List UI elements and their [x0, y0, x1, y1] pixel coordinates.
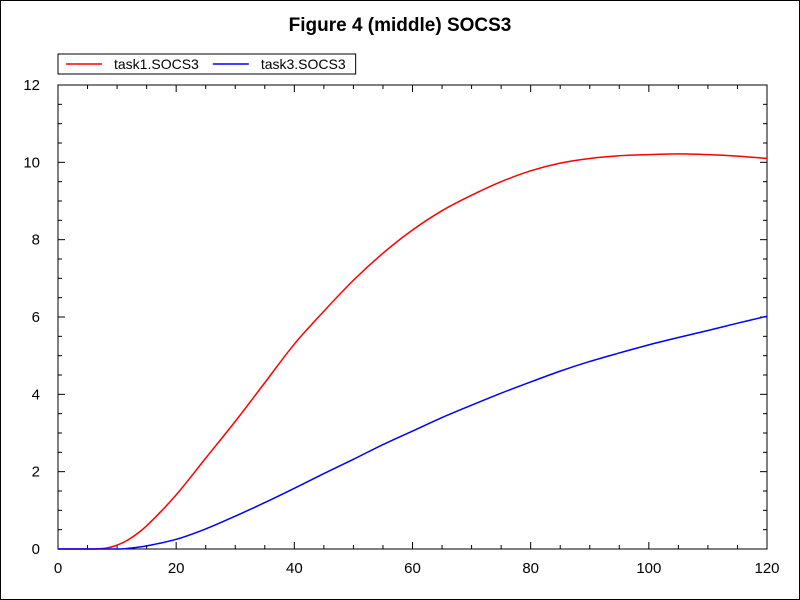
legend-label-1: task1.SOCS3	[114, 56, 199, 72]
y-tick-label: 8	[32, 232, 40, 249]
series-line-1	[57, 153, 768, 550]
chart-title: Figure 4 (middle) SOCS3	[288, 15, 512, 36]
y-tick-label: 6	[32, 309, 40, 326]
x-tick-label: 80	[522, 560, 539, 577]
x-tick-label: 20	[168, 560, 185, 577]
x-tick-label: 0	[54, 560, 62, 577]
x-tick-label: 40	[286, 560, 303, 577]
x-tick-label: 100	[636, 560, 661, 577]
y-tick-label: 4	[32, 386, 40, 403]
y-tick-label: 2	[32, 464, 40, 481]
y-tick-label: 10	[23, 154, 40, 171]
series-line-2	[57, 315, 768, 550]
y-tick-label: 0	[32, 541, 40, 558]
y-tick-label: 12	[23, 77, 40, 94]
legend-label-2: task3.SOCS3	[261, 56, 346, 72]
legend-box	[57, 53, 357, 75]
x-tick-label: 120	[754, 560, 779, 577]
x-tick-label: 60	[404, 560, 421, 577]
